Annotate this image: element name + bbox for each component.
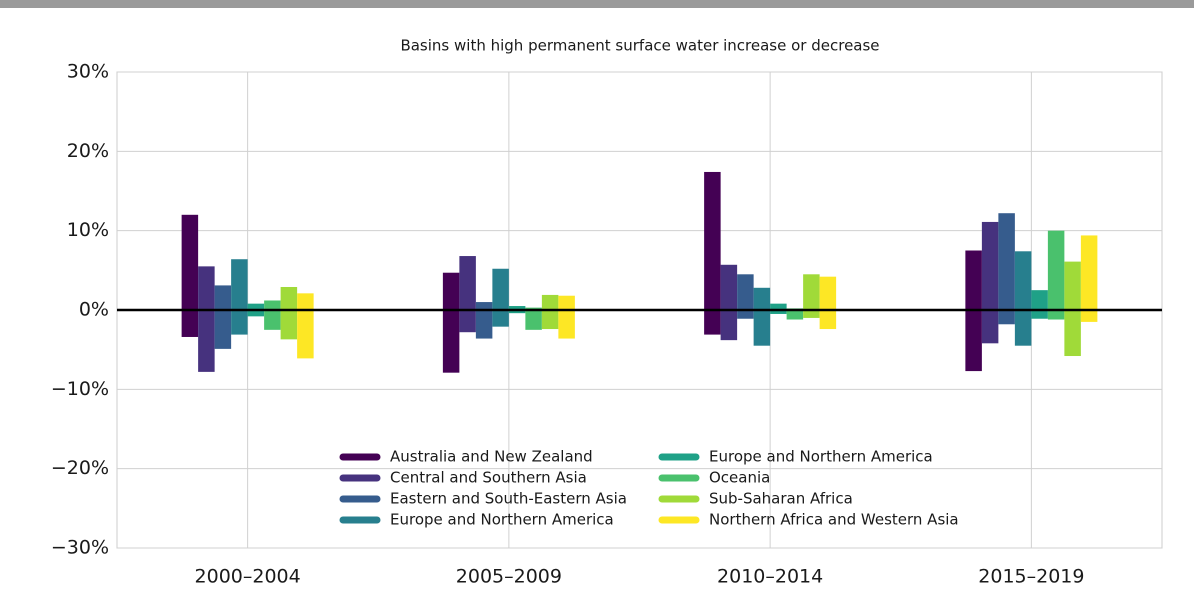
bar	[803, 310, 820, 318]
bar	[704, 171, 721, 310]
bar	[720, 264, 738, 310]
bar	[264, 300, 281, 310]
bar	[459, 256, 476, 310]
y-tick-label: 30%	[67, 61, 109, 83]
bar	[181, 310, 199, 337]
bar	[541, 294, 559, 310]
bar	[231, 259, 248, 310]
bar	[981, 310, 999, 344]
bar	[981, 221, 999, 310]
bar	[214, 310, 232, 349]
bar	[720, 310, 738, 341]
bar	[280, 286, 298, 310]
bar	[803, 274, 820, 310]
bar	[1064, 310, 1081, 357]
bar	[198, 266, 215, 310]
y-tick-label: 10%	[67, 219, 109, 241]
legend-label: Sub-Saharan Africa	[709, 490, 853, 508]
y-tick-label: −30%	[51, 537, 109, 559]
x-tick-label: 2005–2009	[456, 566, 562, 588]
x-tick-label: 2000–2004	[195, 566, 301, 588]
y-tick-label: 0%	[79, 299, 109, 321]
bar	[819, 310, 837, 330]
bar	[492, 310, 509, 327]
y-tick-label: 20%	[67, 140, 109, 162]
bar	[1080, 235, 1098, 310]
bar	[492, 268, 509, 310]
legend-label: Central and Southern Asia	[390, 469, 587, 487]
legend-label: Australia and New Zealand	[390, 448, 593, 466]
bar	[753, 287, 771, 310]
legend-label: Oceania	[709, 469, 770, 487]
bar	[998, 213, 1015, 310]
bar	[475, 302, 493, 310]
legend-label: Europe and Northern America	[709, 448, 933, 466]
bar	[525, 310, 542, 330]
bar	[819, 276, 837, 310]
bar	[459, 310, 476, 333]
bar	[541, 310, 559, 330]
bar	[737, 310, 754, 319]
bar	[965, 310, 982, 372]
bar	[247, 303, 265, 310]
bar	[770, 310, 787, 314]
bar	[998, 310, 1015, 325]
bar	[1031, 290, 1048, 310]
bar	[198, 310, 215, 372]
bar	[737, 274, 754, 310]
bar	[508, 306, 526, 310]
x-tick-label: 2010–2014	[717, 566, 823, 588]
bar	[181, 214, 199, 310]
y-tick-label: −10%	[51, 378, 109, 400]
bar	[247, 310, 265, 317]
bar	[475, 310, 493, 339]
bar	[753, 310, 771, 346]
chart-title: Basins with high permanent surface water…	[400, 37, 879, 55]
bar	[1080, 310, 1098, 322]
bar	[1031, 310, 1048, 319]
bar	[965, 250, 982, 310]
bar	[704, 310, 721, 335]
legend-label: Northern Africa and Western Asia	[709, 511, 959, 529]
bar	[558, 310, 575, 339]
bar	[508, 310, 526, 314]
bar	[1014, 310, 1032, 346]
bar	[264, 310, 281, 330]
bar	[297, 293, 314, 310]
bar	[1047, 310, 1065, 320]
bar	[786, 310, 804, 320]
bar	[280, 310, 298, 340]
legend-label: Eastern and South-Eastern Asia	[390, 490, 627, 508]
bar	[231, 310, 248, 335]
legend-label: Europe and Northern America	[390, 511, 614, 529]
bar	[558, 295, 575, 310]
bar	[442, 310, 460, 373]
bar	[770, 303, 787, 310]
x-tick-label: 2015–2019	[978, 566, 1084, 588]
bar	[1064, 261, 1081, 310]
bar	[297, 310, 314, 359]
bar	[442, 272, 460, 310]
bar	[214, 285, 232, 310]
top-band	[0, 0, 1194, 8]
bar	[1014, 251, 1032, 310]
bar	[1047, 230, 1065, 310]
y-tick-label: −20%	[51, 457, 109, 479]
